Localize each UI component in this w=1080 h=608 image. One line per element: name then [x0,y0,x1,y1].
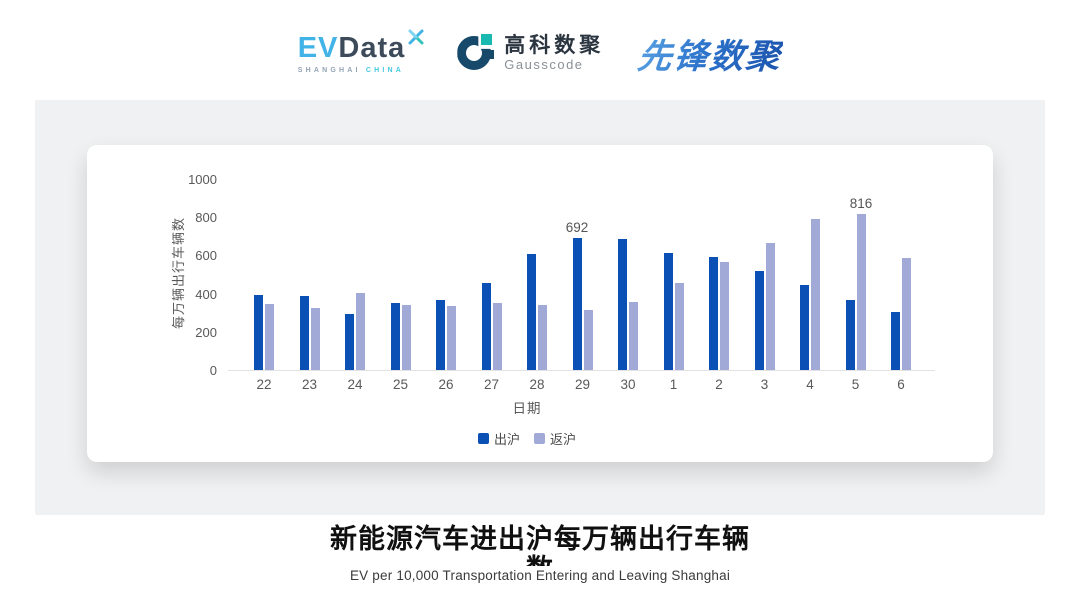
legend-label: 返沪 [550,432,577,447]
x-tick-label: 28 [529,377,545,392]
gausscode-mark-icon [457,33,495,72]
x-tick-label: 3 [760,377,769,392]
bar-series1-26 [447,306,456,370]
evdata-subtext-china: CHINA [365,67,404,74]
x-tick-label: 29 [574,377,591,392]
bar-series0-3 [754,270,764,370]
bar-series1-5 [856,214,866,370]
x-tick-label: 24 [347,377,363,392]
bar-series0-24 [345,313,354,370]
bar-series1-22 [265,304,274,370]
chart-legend: 出沪 返沪 [87,429,967,448]
legend-item-series0[interactable]: 出沪 [477,429,520,448]
legend-swatch-icon [477,433,489,444]
legend-item-series1[interactable]: 返沪 [534,429,576,448]
bar-series1-23 [310,307,320,370]
page-title: 新能源汽车进出沪每万辆出行车辆数 [330,524,750,566]
x-tick-label: 4 [806,377,814,392]
bar-series0-29 [572,237,582,370]
bar-series1-6 [902,258,911,370]
plot-area: 22 23 24 25 26 27 28 29 30 1 2 3 4 5 6 692 816 [228,180,935,392]
evdata-data-text: Data [338,32,406,64]
bar-series0-27 [481,283,491,370]
bar-series1-1 [674,283,684,370]
bar-series1-2 [720,262,729,370]
bar-series0-30 [618,239,627,370]
data-label: 816 [849,196,873,212]
bar-series0-23 [299,296,309,370]
x-tick-label: 25 [392,377,409,392]
data-label: 692 [565,219,589,235]
x-tick-label: 22 [256,377,272,392]
bar-series0-26 [436,300,445,370]
bar-series0-5 [845,300,855,370]
y-tick-label: 800 [195,210,217,226]
x-tick-label: 26 [438,377,454,392]
bar-series0-25 [390,303,400,370]
bar-series0-22 [254,294,263,370]
y-tick-label: 1000 [188,172,217,187]
gausscode-en-text: Gausscode [504,56,584,72]
y-tick-label: 200 [195,324,217,340]
x-axis-title: 日期 [512,401,542,416]
legend-label: 出沪 [493,432,520,447]
bar-series1-3 [765,243,775,370]
bar-series0-6 [891,311,900,370]
evdata-wordmark: EV Data [297,29,424,65]
header-logos: EV Data SHANGHAI CHINA [0,22,1080,84]
evdata-subtext-shanghai: SHANGHAI [297,67,361,74]
bar-series0-28 [527,253,536,370]
bar-series1-24 [356,292,365,370]
bar-series1-30 [629,302,638,370]
x-tick-label: 23 [301,377,318,392]
gausscode-logo: 高科数聚 Gausscode [457,34,604,72]
x-tick-label: 27 [483,377,500,392]
footer-block: 新能源汽车进出沪每万辆出行车辆数 EV per 10,000 Transport… [0,524,1080,583]
pioneer-logo-text: 先锋数聚 [636,29,785,78]
evdata-logo: EV Data SHANGHAI CHINA [297,29,424,74]
bar-series1-25 [401,305,411,370]
bar-series1-4 [811,219,820,370]
bar-series1-28 [538,305,547,370]
bar-series0-2 [709,257,718,370]
gausscode-cn-text: 高科数聚 [504,33,605,57]
x-tick-label: 1 [669,377,678,392]
x-tick-label: 6 [897,377,905,392]
x-tick-label: 2 [715,377,723,392]
x-mark-icon [407,28,425,51]
bar-series0-4 [800,285,809,370]
x-tick-label: 5 [851,377,860,392]
bar-series1-29 [583,309,593,370]
bar-series0-1 [663,252,673,370]
x-tick-label: 30 [620,377,636,392]
evdata-ev-text: EV [297,32,339,64]
y-tick-label: 400 [195,286,217,302]
page-subtitle: EV per 10,000 Transportation Entering an… [349,568,731,583]
evdata-subtext: SHANGHAI CHINA [298,67,404,74]
chart-card: 每万辆出行车辆数 22 23 24 25 26 27 28 29 30 1 2 3 4 5 6 692 816 … [87,145,993,462]
legend-swatch-icon [534,433,545,444]
y-tick-label: 0 [209,363,217,378]
y-tick-label: 600 [195,248,217,264]
bar-series1-27 [492,303,502,370]
